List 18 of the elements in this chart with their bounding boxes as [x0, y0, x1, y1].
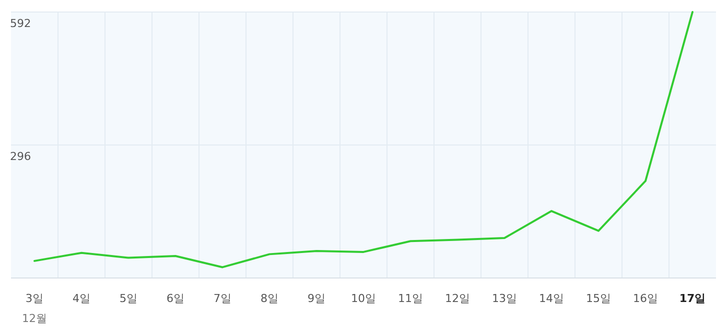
- x-tick-label: 11일: [398, 292, 423, 305]
- x-tick-label: 14일: [539, 292, 564, 305]
- x-tick-label: 15일: [586, 292, 611, 305]
- x-tick-label: 16일: [633, 292, 658, 305]
- x-tick-label: 17일: [679, 292, 706, 305]
- x-tick-label: 5일: [120, 292, 138, 305]
- x-tick-label: 12일: [445, 292, 470, 305]
- x-tick-label: 6일: [166, 292, 184, 305]
- x-tick-label: 4일: [72, 292, 90, 305]
- text: 12월: [22, 312, 47, 325]
- x-tick-label: 3일: [26, 292, 44, 305]
- x-tick-label: 10일: [351, 292, 376, 305]
- x-tick-label: 9일: [308, 292, 326, 305]
- y-tick-label: 296: [10, 150, 31, 163]
- x-tick-label: 13일: [492, 292, 517, 305]
- x-tick-label: 8일: [260, 292, 278, 305]
- x-tick-label: 7일: [214, 292, 232, 305]
- y-tick-label: 592: [10, 17, 31, 30]
